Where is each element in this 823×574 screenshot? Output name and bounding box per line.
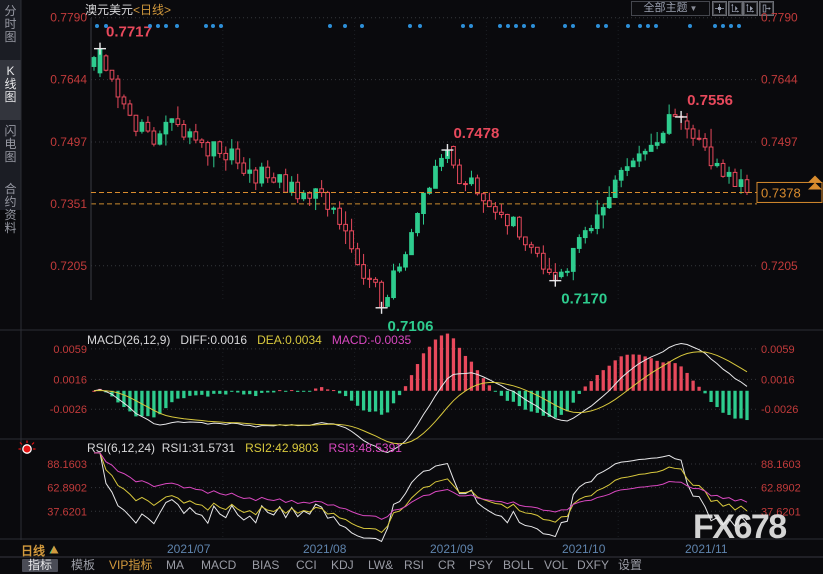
svg-text:0.7378: 0.7378 <box>761 185 801 200</box>
svg-text:0.0016: 0.0016 <box>53 374 87 386</box>
svg-text:0.0059: 0.0059 <box>53 344 87 356</box>
svg-text:0.7644: 0.7644 <box>761 73 798 87</box>
svg-text:0.7790: 0.7790 <box>761 11 798 25</box>
svg-text:0.7644: 0.7644 <box>50 73 87 87</box>
svg-text:0.0059: 0.0059 <box>761 344 795 356</box>
svg-text:37.6201: 37.6201 <box>47 506 87 518</box>
svg-text:0.7170: 0.7170 <box>561 291 607 308</box>
svg-text:0.0016: 0.0016 <box>761 374 795 386</box>
svg-text:0.7351: 0.7351 <box>50 197 87 211</box>
svg-text:62.8902: 62.8902 <box>761 483 801 495</box>
svg-text:0.7205: 0.7205 <box>761 259 798 273</box>
svg-text:0.7790: 0.7790 <box>50 11 87 25</box>
svg-text:0.7717: 0.7717 <box>106 24 152 41</box>
svg-text:0.7497: 0.7497 <box>761 135 798 149</box>
svg-text:0.7478: 0.7478 <box>453 125 499 142</box>
svg-text:88.1603: 88.1603 <box>47 459 87 471</box>
svg-text:0.7205: 0.7205 <box>50 259 87 273</box>
svg-text:62.8902: 62.8902 <box>47 483 87 495</box>
svg-text:0.7556: 0.7556 <box>687 92 733 109</box>
svg-text:-0.0026: -0.0026 <box>761 404 798 416</box>
svg-text:-0.0026: -0.0026 <box>50 404 87 416</box>
svg-text:88.1603: 88.1603 <box>761 459 801 471</box>
svg-text:0.7497: 0.7497 <box>50 135 87 149</box>
